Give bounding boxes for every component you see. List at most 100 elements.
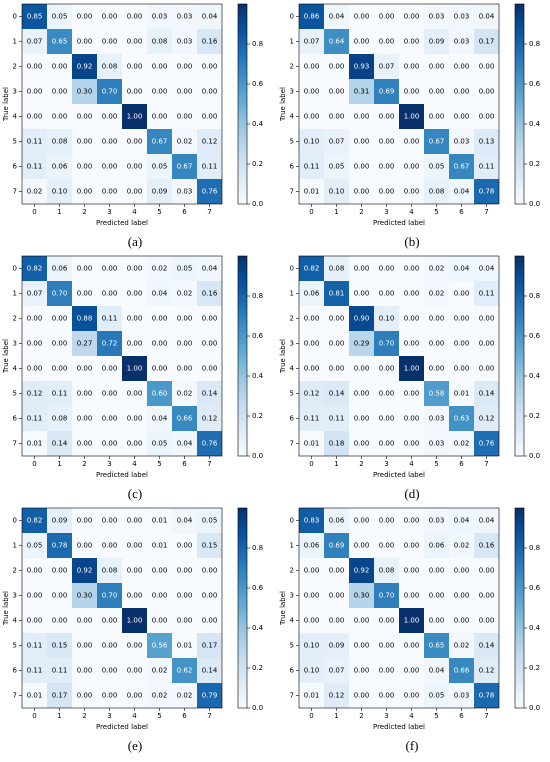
heatmap-cell [474, 179, 499, 204]
heatmap-cell [399, 608, 424, 633]
cell-label: 0.00 [77, 188, 93, 196]
heatmap-cell [172, 79, 197, 104]
heatmap-cell [324, 154, 349, 179]
heatmap-cell [97, 306, 122, 331]
cell-label: 0.00 [404, 667, 420, 675]
heatmap-cell [197, 29, 222, 54]
cell-label: 0.00 [429, 617, 445, 625]
colorbar-tick-label: 0.0 [252, 200, 263, 208]
heatmap-cell [172, 508, 197, 533]
cell-label: 0.00 [102, 440, 118, 448]
plot-frame [21, 507, 223, 709]
heatmap-cell [474, 406, 499, 431]
heatmap-cell [47, 256, 72, 281]
heatmap-cell [147, 79, 172, 104]
cell-label: 0.05 [27, 542, 43, 550]
x-tick-label: 7 [484, 460, 488, 468]
heatmap-cell [72, 558, 97, 583]
cell-label: 0.02 [454, 542, 470, 550]
cell-label: 0.65 [52, 38, 68, 46]
cell-label: 0.07 [27, 38, 43, 46]
heatmap-cell [299, 381, 324, 406]
x-tick-label: 2 [359, 712, 363, 720]
cell-label: 0.00 [429, 88, 445, 96]
cell-label: 0.00 [52, 617, 68, 625]
y-tick-label: 0 [13, 265, 17, 273]
cell-label: 0.11 [52, 667, 68, 675]
cell-label: 0.00 [304, 567, 320, 575]
cell-label: 0.93 [354, 63, 370, 71]
cell-label: 0.09 [429, 38, 445, 46]
x-axis-title: Predicted label [96, 471, 148, 479]
heatmap-cell [424, 281, 449, 306]
cell-label: 0.00 [354, 617, 370, 625]
colorbar-tick-label: 0.0 [529, 452, 540, 460]
cell-label: 0.00 [479, 88, 495, 96]
colorbar-tick-label: 0.6 [252, 332, 264, 340]
cell-label: 0.04 [202, 13, 218, 21]
cell-label: 0.02 [152, 667, 168, 675]
x-tick-label: 3 [107, 460, 111, 468]
heatmap-cell [299, 281, 324, 306]
cell-label: 0.00 [379, 617, 395, 625]
y-axis-title: True label [279, 591, 287, 626]
cell-label: 0.14 [202, 667, 218, 675]
heatmap-cell [97, 29, 122, 54]
heatmap-cell [22, 633, 47, 658]
heatmap-cell [424, 179, 449, 204]
heatmap-cell [474, 331, 499, 356]
cell-label: 0.00 [304, 617, 320, 625]
heatmap-cell [349, 54, 374, 79]
cell-label: 0.00 [379, 290, 395, 298]
x-tick-label: 4 [409, 460, 414, 468]
heatmap-cell [424, 54, 449, 79]
cell-label: 0.00 [379, 440, 395, 448]
y-tick-label: 3 [13, 340, 17, 348]
colorbar-tick-label: 0.4 [529, 372, 541, 380]
colorbar-tick-label: 0.2 [252, 412, 263, 420]
heatmap-cell [399, 104, 424, 129]
cell-label: 0.00 [102, 188, 118, 196]
cell-label: 0.01 [304, 188, 320, 196]
heatmap-cell [299, 331, 324, 356]
cell-label: 0.00 [152, 592, 168, 600]
heatmap-cell [424, 558, 449, 583]
heatmap-cell [374, 104, 399, 129]
heatmap-cell [47, 683, 72, 708]
heatmap-cell [22, 608, 47, 633]
cell-label: 0.70 [102, 88, 118, 96]
cell-label: 0.00 [429, 63, 445, 71]
heatmap-cell [22, 431, 47, 456]
x-tick-label: 2 [82, 712, 86, 720]
heatmap-cell [449, 508, 474, 533]
heatmap-cell [72, 154, 97, 179]
heatmap-cell [374, 683, 399, 708]
cell-label: 0.06 [304, 542, 320, 550]
cell-label: 0.65 [429, 642, 445, 650]
heatmap-cell [374, 54, 399, 79]
cell-label: 0.67 [177, 163, 193, 171]
cell-label: 0.10 [52, 188, 68, 196]
x-tick-label: 0 [309, 712, 313, 720]
colorbar-tick-label: 0.6 [529, 584, 541, 592]
heatmap-cell [349, 381, 374, 406]
cell-label: 0.00 [127, 290, 143, 298]
heatmap-cell [474, 658, 499, 683]
cell-label: 0.00 [354, 113, 370, 121]
heatmap-cell [122, 129, 147, 154]
heatmap-cell [122, 633, 147, 658]
cell-label: 0.00 [454, 315, 470, 323]
cell-label: 0.05 [52, 13, 68, 21]
heatmap-cell [72, 281, 97, 306]
cell-label: 0.00 [479, 617, 495, 625]
y-tick-label: 6 [13, 415, 18, 423]
cell-label: 0.82 [27, 517, 43, 525]
cell-label: 1.00 [127, 365, 143, 373]
cell-label: 0.00 [27, 315, 43, 323]
cell-label: 0.00 [127, 667, 143, 675]
x-tick-label: 3 [107, 712, 111, 720]
cell-label: 0.01 [152, 517, 168, 525]
heatmap-cell [299, 104, 324, 129]
cell-label: 0.02 [454, 642, 470, 650]
plot-frame [21, 3, 223, 205]
